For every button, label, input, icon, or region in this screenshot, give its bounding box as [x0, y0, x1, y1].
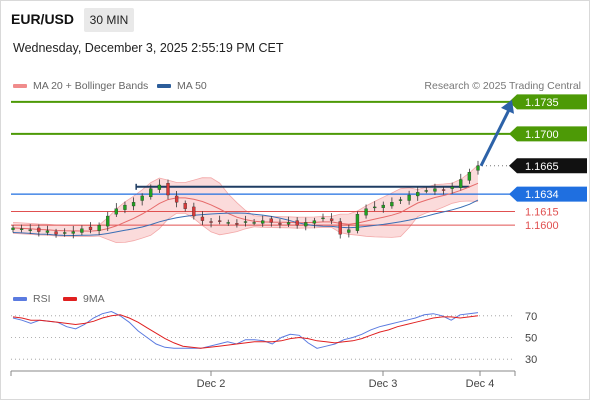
timeframe-button[interactable]: 30 MIN	[84, 8, 134, 32]
ma50-line	[12, 199, 479, 237]
candle-body	[166, 183, 170, 196]
rsi-line	[12, 310, 479, 349]
price-label-target: 1.1700	[525, 129, 559, 141]
candle-body	[97, 225, 101, 231]
price-label-support: 1.1615	[525, 206, 559, 218]
candle-body	[80, 228, 84, 233]
price-label-box-current	[509, 158, 587, 174]
legend-swatch-rsi	[13, 297, 27, 302]
candle-body	[286, 222, 291, 225]
price-label-pivot: 1.1634	[525, 189, 559, 201]
candle-body	[192, 206, 196, 217]
candle-body	[174, 195, 179, 203]
candle-body	[88, 226, 93, 230]
legend-ma50: MA 50	[157, 80, 207, 92]
bollinger-band-area	[13, 165, 478, 243]
candle-body	[269, 218, 273, 223]
candle-body	[278, 223, 282, 225]
candle-body	[355, 214, 360, 231]
candle-body	[45, 230, 50, 233]
candle-body	[149, 188, 153, 198]
forecast-arrow-line	[479, 109, 511, 167]
candle-body	[416, 192, 420, 197]
bollinger-lower-line	[12, 200, 479, 244]
candle-body	[37, 227, 41, 232]
candle-body	[54, 231, 58, 235]
chart-header: EUR/USD 30 MIN	[2, 2, 588, 36]
candle-body	[312, 220, 317, 224]
candle-body	[450, 186, 454, 189]
legend-label-rsi: RSI	[33, 293, 51, 305]
price-label-box-target	[509, 126, 587, 142]
rsi-tick-label: 30	[525, 354, 537, 366]
candle-body	[373, 206, 377, 209]
symbol-title: EUR/USD	[11, 11, 75, 27]
candle-body	[295, 220, 299, 226]
candle-body	[467, 172, 472, 181]
price-label-box-target	[509, 94, 587, 110]
rsi-tick-label: 70	[525, 311, 537, 323]
price-label-current: 1.1665	[525, 161, 559, 173]
candle-body	[123, 204, 127, 210]
candle-body	[441, 189, 446, 191]
candle-body	[243, 221, 248, 223]
legend-rsi: RSI	[13, 293, 51, 305]
legend-9ma: 9MA	[63, 293, 105, 305]
candle-body	[252, 222, 256, 224]
candle-body	[338, 221, 342, 235]
legend-label-9ma: 9MA	[83, 293, 105, 305]
legend-bollinger: MA 20 + Bollinger Bands	[13, 80, 148, 92]
price-label-target: 1.1735	[525, 97, 559, 109]
x-axis-tick-label: Dec 3	[369, 378, 398, 390]
candle-body	[183, 203, 187, 209]
candle-body	[28, 229, 32, 231]
rsi-9ma-line	[12, 314, 479, 349]
candle-body	[11, 227, 15, 230]
candle-body	[476, 165, 480, 171]
candle-body	[261, 220, 265, 224]
datetime-label: Wednesday, December 3, 2025 2:55:19 PM C…	[13, 41, 284, 55]
candle-body	[71, 231, 75, 234]
legend-swatch-ma50	[157, 84, 171, 89]
candle-body	[226, 222, 230, 224]
candle-body	[347, 229, 351, 233]
candle-body	[398, 199, 403, 201]
candle-body	[390, 202, 394, 207]
price-label-support: 1.1600	[525, 220, 559, 232]
candle-body	[381, 204, 385, 208]
candle-body	[140, 195, 144, 201]
forecast-arrow-head	[501, 99, 514, 114]
candle-body	[407, 194, 411, 201]
candle-body	[106, 215, 110, 227]
candle-body	[63, 232, 67, 234]
legend-label-ma50: MA 50	[177, 80, 207, 92]
candle-body	[235, 223, 239, 225]
candle-body	[114, 208, 118, 215]
candle-body	[321, 217, 325, 220]
x-axis-tick-label: Dec 4	[466, 378, 495, 390]
candle-body	[364, 208, 368, 216]
candle-body	[304, 222, 308, 227]
legend-swatch-9ma	[63, 297, 77, 302]
candle-body	[329, 218, 334, 221]
candle-body	[209, 221, 213, 223]
legend-label-bollinger: MA 20 + Bollinger Bands	[33, 80, 149, 92]
legend-swatch-bollinger	[13, 84, 27, 89]
candle-body	[459, 179, 463, 188]
candle-body	[424, 190, 428, 192]
candle-body	[19, 228, 24, 230]
research-credit: Research © 2025 Trading Central	[424, 80, 581, 92]
candle-body	[200, 216, 205, 221]
candle-body	[157, 184, 162, 190]
candle-body	[131, 202, 136, 207]
candle-body	[433, 188, 437, 192]
x-axis-tick-label: Dec 2	[197, 378, 226, 390]
rsi-tick-label: 50	[525, 333, 537, 345]
candle-body	[218, 220, 222, 222]
price-label-box-pivot	[509, 186, 587, 202]
